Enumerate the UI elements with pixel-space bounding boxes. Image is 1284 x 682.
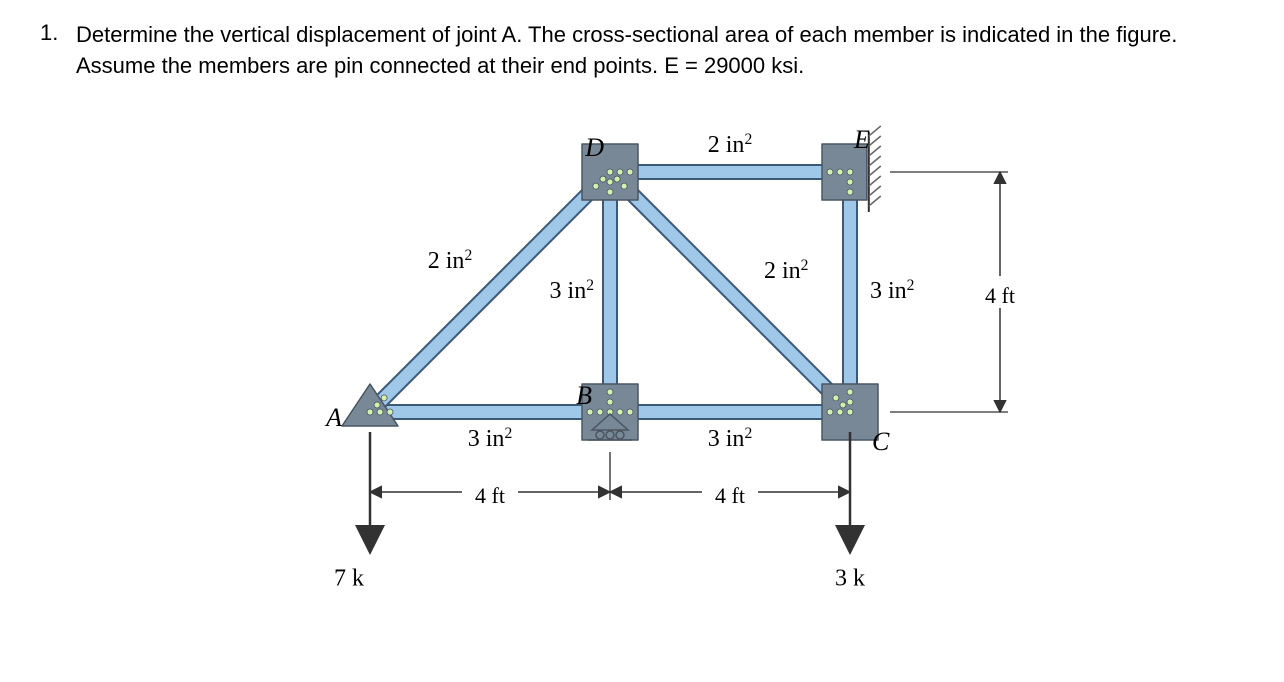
member-area-label: 2 in2: [708, 130, 752, 158]
problem-text: Determine the vertical displacement of j…: [76, 20, 1240, 82]
node-label: B: [576, 381, 592, 410]
member-area-label: 2 in2: [764, 256, 808, 284]
node-label: C: [872, 427, 890, 456]
member-area-label: 3 in2: [550, 276, 594, 304]
member-area-label: 3 in2: [870, 276, 914, 304]
member-area-label: 2 in2: [428, 246, 472, 274]
member-area-label: 3 in2: [468, 424, 512, 452]
members: [370, 172, 850, 412]
problem-statement: 1. Determine the vertical displacement o…: [40, 20, 1240, 82]
dim-label: 4 ft: [985, 283, 1015, 308]
dimensions: [370, 172, 1008, 500]
node-label: D: [584, 133, 604, 162]
member-area-label: 3 in2: [708, 424, 752, 452]
node-label: A: [324, 403, 342, 432]
load-label: 7 k: [334, 565, 364, 591]
node-label: E: [853, 125, 870, 154]
truss-figure: 3 in2 3 in2 2 in2 3 in2 2 in2 2 in2 3 in2 A B C D E…: [300, 112, 1244, 618]
problem-number: 1.: [40, 20, 64, 46]
dim-label: 4 ft: [475, 483, 505, 508]
dim-label: 4 ft: [715, 483, 745, 508]
load-label: 3 k: [835, 565, 865, 591]
